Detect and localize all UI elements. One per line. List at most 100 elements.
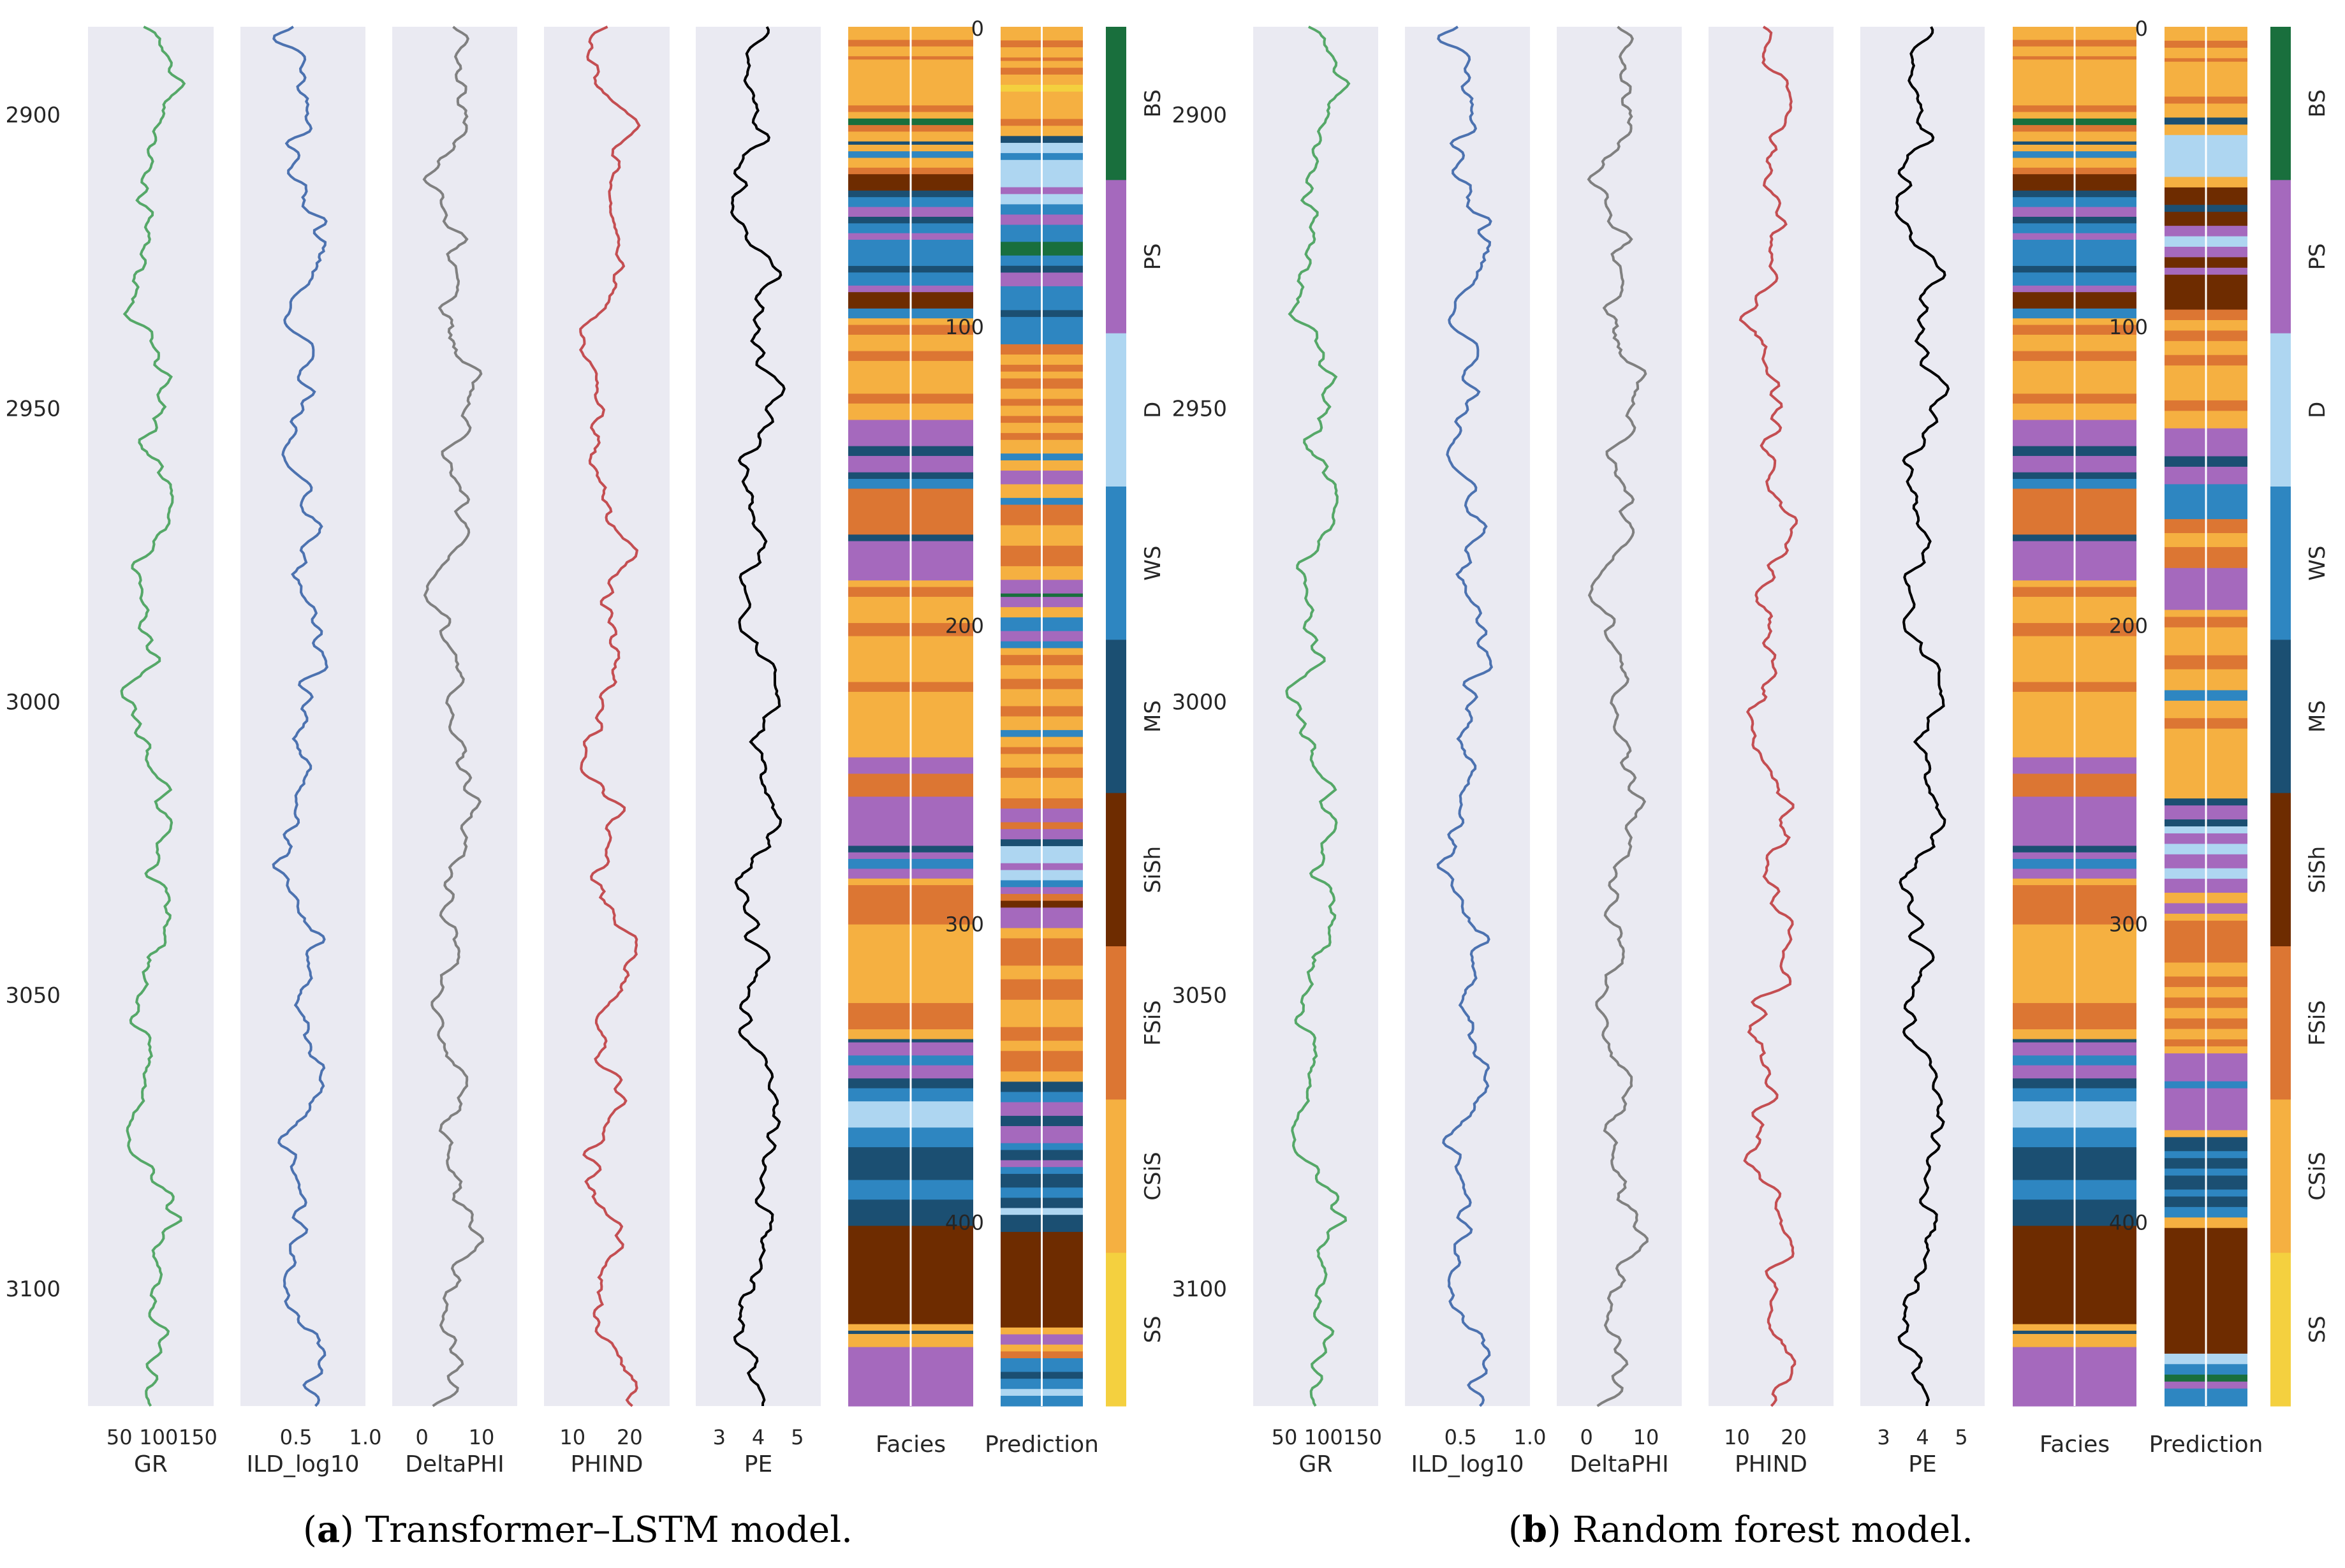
colorbar-label: SiSh (1140, 846, 1166, 893)
sample-tick-label: 0 (2135, 17, 2148, 41)
depth-tick-label: 2900 (5, 103, 61, 128)
colorbar-swatch-bs (1106, 27, 1126, 180)
track-label: PE (1908, 1451, 1936, 1477)
caption-text: Transformer–LSTM model. (365, 1509, 853, 1551)
track-label: GR (134, 1451, 168, 1477)
colorbar-label: PS (2305, 243, 2330, 270)
x-tick-label: 10 (1724, 1425, 1750, 1449)
colorbar-swatch-ps (2270, 180, 2291, 334)
track-label: GR (1299, 1451, 1333, 1477)
depth-tick-label: 2950 (1172, 396, 1227, 421)
colorbar-swatch-csis (2270, 1099, 2291, 1254)
x-tick-label: 0.5 (1444, 1425, 1477, 1449)
track-label: DeltaPHI (1569, 1451, 1668, 1477)
x-tick-label: 20 (617, 1425, 643, 1449)
colorbar-label: D (1140, 402, 1166, 418)
x-tick-label: 150 (1343, 1425, 1382, 1449)
x-tick-label: 3 (713, 1425, 726, 1449)
colorbar-label: SiSh (2305, 846, 2330, 893)
caption-paren-close: ) (1547, 1509, 1573, 1551)
colorbar-label: SS (1140, 1315, 1166, 1343)
colorbar-swatch-csis (1106, 1099, 1126, 1254)
log-curve-phind (578, 26, 641, 1407)
colorbar-label: MS (2305, 700, 2330, 733)
caption-paren-close: ) (340, 1509, 365, 1551)
x-tick-label: 0 (1580, 1425, 1592, 1449)
x-tick-label: 4 (1916, 1425, 1929, 1449)
sample-tick-label: 100 (2109, 315, 2148, 339)
log-curve-pe (730, 26, 786, 1407)
colorbar-label: WS (1140, 546, 1166, 581)
strip-label: Facies (2040, 1432, 2110, 1458)
panel-caption: (a) Transformer–LSTM model. (303, 1509, 853, 1551)
prediction-track: Prediction 0 100 200 300 400 (2109, 17, 2263, 1458)
colorbar-label: FSiS (1140, 1000, 1166, 1046)
x-tick-label: 0.5 (280, 1425, 312, 1449)
sample-tick-label: 300 (2109, 912, 2148, 937)
x-tick-label: 100 (1304, 1425, 1343, 1449)
x-tick-label: 1.0 (349, 1425, 382, 1449)
depth-tick-label: 3000 (1172, 689, 1227, 715)
x-tick-label: 50 (1272, 1425, 1298, 1449)
depth-tick-label: 3000 (5, 689, 61, 715)
x-tick-label: 10 (469, 1425, 495, 1449)
strip-label: Facies (876, 1432, 946, 1458)
x-tick-label: 20 (1781, 1425, 1807, 1449)
colorbar-label: PS (1140, 243, 1166, 270)
sample-tick-label: 0 (971, 17, 984, 41)
sample-tick-label: 300 (945, 912, 984, 937)
log-curve-pe (1894, 26, 1950, 1407)
colorbar-swatch-bs (2270, 27, 2291, 180)
track-label: PE (744, 1451, 772, 1477)
colorbar-swatch-ms (1106, 640, 1126, 794)
log-curve-deltaphi (1587, 26, 1649, 1407)
track-label: DeltaPHI (405, 1451, 504, 1477)
track-background (1860, 27, 1985, 1406)
colorbar-label: CSiS (2305, 1152, 2330, 1200)
track-gr: 50 100 150 GR (1253, 26, 1382, 1477)
sample-tick-label: 400 (2109, 1211, 2148, 1235)
colorbar-swatch-d (2270, 333, 2291, 487)
sample-tick-label: 100 (945, 315, 984, 339)
colorbar-swatch-ss (1106, 1252, 1126, 1407)
colorbar-label: CSiS (1140, 1152, 1166, 1200)
colorbar-label: BS (2305, 89, 2330, 117)
colorbar-swatch-ms (2270, 640, 2291, 794)
x-tick-label: 50 (107, 1425, 133, 1449)
track-label: PHIND (1735, 1451, 1807, 1477)
x-tick-label: 0 (415, 1425, 428, 1449)
depth-tick-label: 3100 (1172, 1277, 1227, 1302)
track-background (240, 27, 365, 1406)
colorbar-swatch-ss (2270, 1252, 2291, 1407)
x-tick-label: 100 (139, 1425, 178, 1449)
track-background (544, 27, 670, 1406)
x-tick-label: 10 (1633, 1425, 1659, 1449)
colorbar-swatch-fsis (1106, 946, 1126, 1100)
colorbar-label: SS (2305, 1315, 2330, 1343)
colorbar-label: MS (1140, 700, 1166, 733)
facies-track: Facies (848, 27, 973, 1458)
colorbar-label: BS (1140, 89, 1166, 117)
strip-label: Prediction (2149, 1432, 2263, 1458)
depth-tick-label: 3050 (1172, 983, 1227, 1009)
colorbar-label: WS (2305, 546, 2330, 581)
track-label: ILD_log10 (246, 1451, 359, 1477)
strip-label: Prediction (985, 1432, 1099, 1458)
depth-tick-label: 3050 (5, 983, 61, 1009)
caption-letter: b (1522, 1509, 1547, 1551)
colorbar-swatch-sish (1106, 793, 1126, 947)
caption-paren-open: ( (1508, 1509, 1522, 1551)
sample-tick-label: 200 (2109, 613, 2148, 638)
log-curve-gr (120, 26, 186, 1407)
depth-tick-label: 3100 (5, 1277, 61, 1302)
caption-letter: a (317, 1509, 340, 1551)
facies-colorbar: BS PS D WS MS SiSh FSiS CSiS SS (2270, 27, 2330, 1407)
track-label: PHIND (570, 1451, 643, 1477)
